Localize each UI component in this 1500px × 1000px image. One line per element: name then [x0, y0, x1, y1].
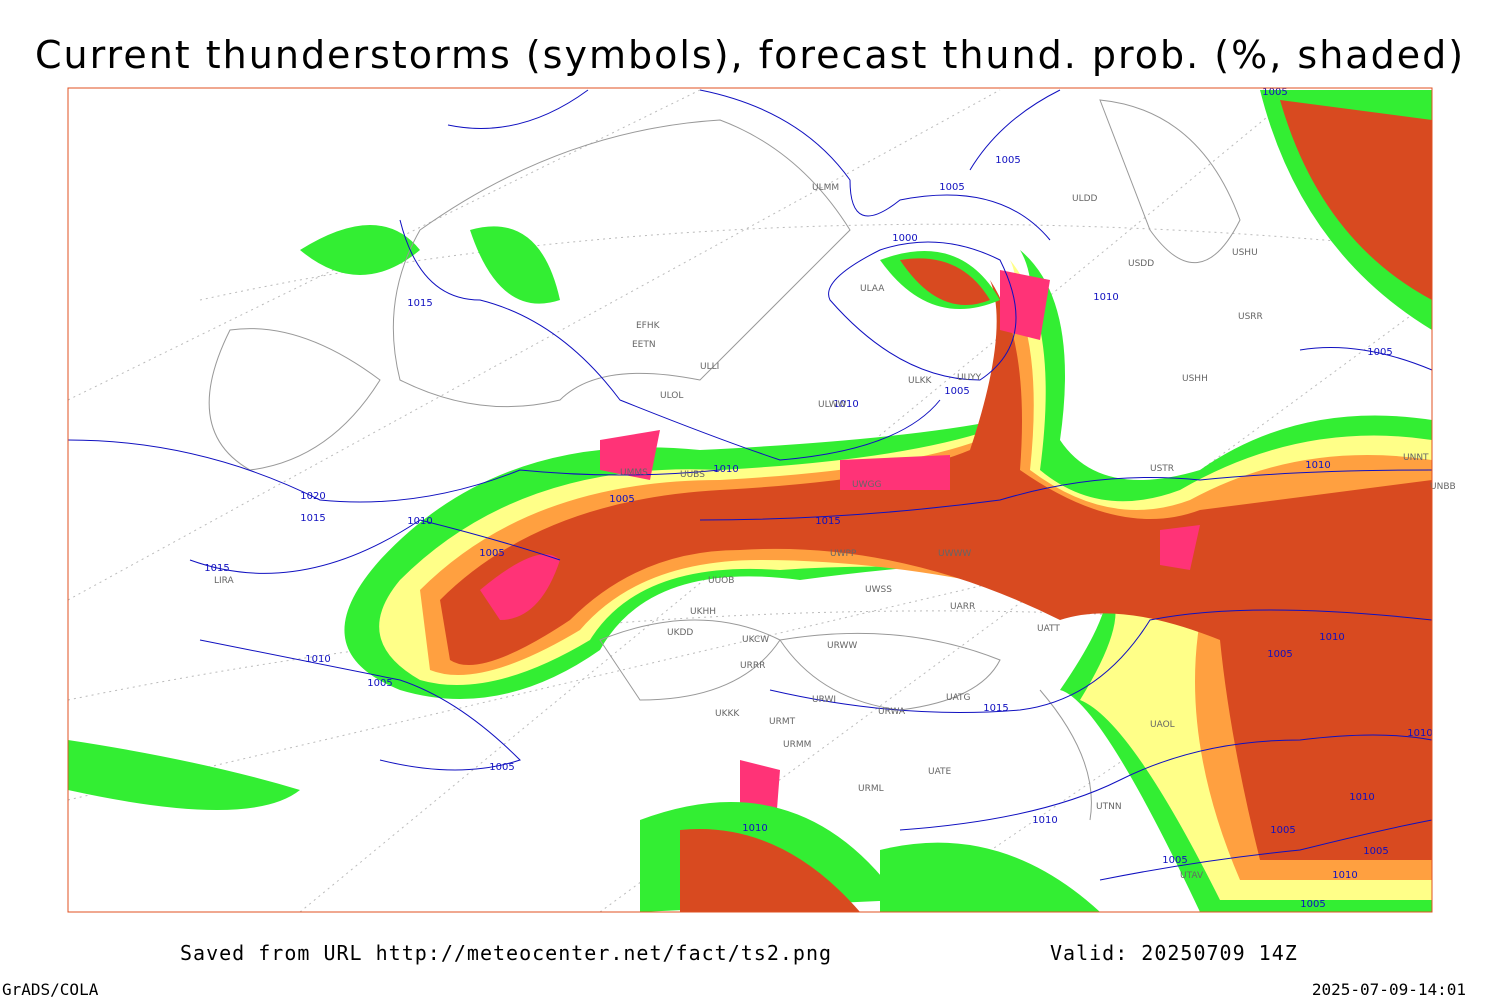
station-label: UUBS: [680, 470, 705, 480]
isobar-label: 1010: [1407, 728, 1432, 739]
isobar-label: 1010: [742, 823, 767, 834]
station-label: UATG: [946, 693, 971, 703]
station-label: UAOL: [1150, 720, 1175, 730]
station-label: USRR: [1238, 312, 1263, 322]
station-label: UTNN: [1096, 802, 1122, 812]
station-label: URMM: [783, 740, 811, 750]
station-label: ULMM: [812, 183, 839, 193]
station-label: ULOL: [660, 391, 683, 401]
isobar-label: 1010: [407, 516, 432, 527]
isobar-label: 1005: [1300, 899, 1325, 910]
isobar-label: 1005: [1270, 825, 1295, 836]
station-label: USTR: [1150, 464, 1174, 474]
isobar-label: 1010: [1032, 815, 1057, 826]
map-border: [67, 87, 1433, 913]
isobar-label: 1015: [983, 703, 1008, 714]
software: GrADS/COLA: [2, 980, 99, 999]
timestamp: 2025-07-09-14:01: [1312, 980, 1466, 999]
isobar-label: 1000: [892, 233, 917, 244]
station-label: URWA: [878, 707, 906, 717]
coastlines: [208, 99, 1241, 821]
station-label: URML: [858, 784, 884, 794]
title: Current thunderstorms (symbols), forecas…: [35, 33, 1465, 77]
isobar-label: 1005: [1262, 87, 1287, 98]
isobar-label: 1005: [944, 386, 969, 397]
station-label: UWGG: [852, 480, 881, 490]
isobar-label: 1015: [300, 513, 325, 524]
isobar-label: 1005: [609, 494, 634, 505]
isobar-label: 1005: [1367, 347, 1392, 358]
station-label: URMT: [769, 717, 796, 727]
station-label: UATE: [928, 767, 952, 777]
station-label: UWSS: [865, 585, 892, 595]
station-label: ULWW: [818, 400, 847, 410]
station-label: UNBB: [1430, 482, 1456, 492]
isobar-label: 1005: [995, 155, 1020, 166]
isobar-label: 1010: [1349, 792, 1374, 803]
valid-time: Valid: 20250709 14Z: [1050, 941, 1298, 965]
station-label: UKKK: [715, 709, 740, 719]
station-label: ULDD: [1072, 194, 1098, 204]
isobar-label: 1010: [1319, 632, 1344, 643]
isobars: [67, 89, 1433, 881]
isobar-label: 1010: [1093, 292, 1118, 303]
map-frame: 1005 1005 1005 1000 1015 1010 1005 1005 1010 1010…: [67, 87, 1456, 913]
station-label: USDD: [1128, 259, 1154, 269]
station-label: UKCW: [742, 635, 769, 645]
isobar-label: 1020: [300, 491, 325, 502]
isobar-label: 1005: [489, 762, 514, 773]
station-label: USHH: [1182, 374, 1208, 384]
station-label: UARR: [950, 602, 975, 612]
isobar-label: 1015: [407, 298, 432, 309]
isobar-label: 1015: [815, 516, 840, 527]
station-label: EFHK: [636, 321, 661, 331]
isobar-label: 1005: [939, 182, 964, 193]
isobar-label: 1005: [479, 548, 504, 559]
station-label: UKDD: [667, 628, 693, 638]
source-url: Saved from URL http://meteocenter.net/fa…: [180, 941, 832, 965]
isobar-label: 1010: [1305, 460, 1330, 471]
isobar-label: 1005: [1363, 846, 1388, 857]
station-label: UNNT: [1403, 453, 1429, 463]
station-label: EETN: [632, 340, 656, 350]
station-label: ULAA: [860, 284, 885, 294]
isobar-label: 1010: [713, 464, 738, 475]
station-label: UKHH: [690, 607, 716, 617]
station-label: URWI: [812, 695, 836, 705]
station-label: UTAV: [1180, 871, 1204, 881]
station-label: UWWW: [938, 549, 971, 559]
station-label: UUYY: [957, 373, 982, 383]
station-label: UUOB: [708, 576, 734, 586]
isobar-label: 1005: [1162, 855, 1187, 866]
station-label: USHU: [1232, 248, 1258, 258]
station-label: UWPP: [830, 549, 857, 559]
station-label: ULLI: [700, 362, 719, 372]
station-label: UMMS: [620, 468, 648, 478]
isobar-label: 1015: [204, 563, 229, 574]
isobar-label: 1005: [1267, 649, 1292, 660]
station-label: UATT: [1037, 624, 1060, 634]
shading: [68, 90, 1433, 912]
isobar-label: 1010: [833, 399, 858, 410]
station-label: ULKK: [908, 376, 933, 386]
isobar-label: 1005: [367, 678, 392, 689]
isobar-label: 1010: [305, 654, 330, 665]
isobar-label: 1010: [1332, 870, 1357, 881]
station-label: URRR: [740, 661, 765, 671]
station-label: LIRA: [214, 576, 235, 586]
station-label: URWW: [827, 641, 857, 651]
